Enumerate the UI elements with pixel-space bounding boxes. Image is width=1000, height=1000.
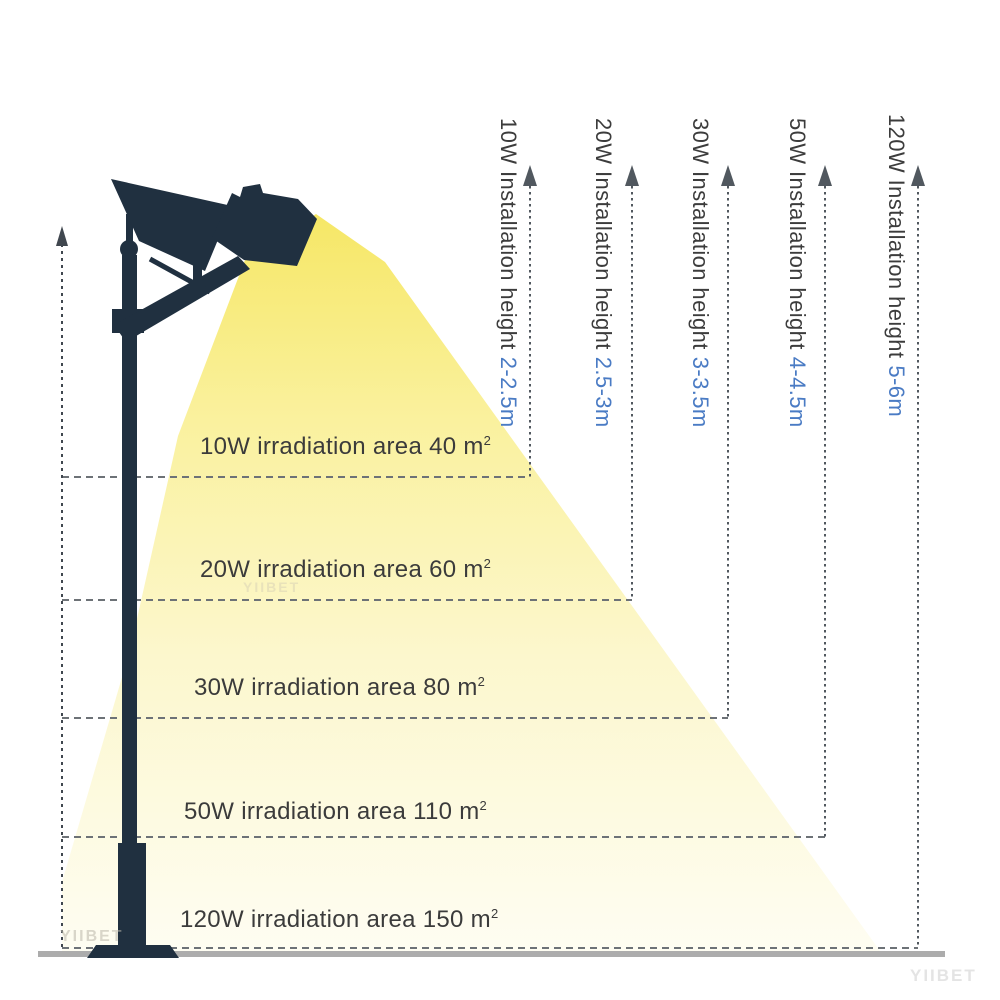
bracket-arm <box>114 256 250 342</box>
pole-height-arrow-icon <box>56 226 68 948</box>
street-light <box>87 179 317 958</box>
irradiation-area-label-30w: 30W irradiation area 80 m2 <box>194 674 485 702</box>
watermark-bottom-right: YIIBET <box>910 966 977 985</box>
installation-height-text: 10W Installation height <box>496 118 521 350</box>
installation-height-range: 2.5-3m <box>591 356 616 428</box>
installation-height-label-120w: 120W Installation height 5-6m <box>883 114 909 417</box>
pole <box>122 255 137 848</box>
height-arrow-120w-icon <box>911 165 925 948</box>
height-arrow-20w-icon <box>625 165 639 600</box>
height-arrow-10w-icon <box>523 165 537 477</box>
height-arrow-50w-icon <box>818 165 832 837</box>
installation-height-text: 30W Installation height <box>688 118 713 350</box>
installation-height-label-10w: 10W Installation height 2-2.5m <box>495 118 521 428</box>
panel-rod <box>126 214 133 251</box>
height-arrow-30w-icon <box>721 165 735 718</box>
installation-height-text: 50W Installation height <box>785 118 810 350</box>
installation-height-range: 5-6m <box>884 365 909 418</box>
squared-superscript: 2 <box>483 433 492 448</box>
irradiation-area-text: 10W irradiation area 40 m <box>200 433 484 460</box>
ground-line <box>38 951 945 957</box>
installation-height-label-50w: 50W Installation height 4-4.5m <box>784 118 810 428</box>
squared-superscript: 2 <box>490 906 499 921</box>
watermark-middle: YIIBET <box>243 579 301 595</box>
installation-height-label-20w: 20W Installation height 2.5-3m <box>590 118 616 428</box>
installation-height-range: 3-3.5m <box>688 356 713 428</box>
irradiation-area-text: 50W irradiation area 110 m <box>184 798 480 825</box>
squared-superscript: 2 <box>477 674 486 689</box>
lamp-head <box>212 184 317 266</box>
installation-height-range: 2-2.5m <box>496 356 521 428</box>
installation-height-label-30w: 30W Installation height 3-3.5m <box>687 118 713 428</box>
irradiation-area-label-50w: 50W irradiation area 110 m2 <box>184 798 487 826</box>
installation-height-text: 20W Installation height <box>591 118 616 350</box>
light-cone <box>62 214 880 951</box>
irradiation-area-text: 20W irradiation area 60 m <box>200 556 484 583</box>
solar-panel <box>111 179 232 271</box>
squared-superscript: 2 <box>479 798 488 813</box>
lamp-post-link <box>193 250 202 294</box>
irradiation-area-text: 30W irradiation area 80 m <box>194 674 478 701</box>
installation-height-text: 120W Installation height <box>884 114 909 359</box>
installation-height-range: 4-4.5m <box>785 356 810 428</box>
irradiation-area-label-20w: 20W irradiation area 60 m2 <box>200 556 491 584</box>
squared-superscript: 2 <box>483 556 492 571</box>
irradiation-area-label-120w: 120W irradiation area 150 m2 <box>180 906 498 934</box>
irradiation-area-label-10w: 10W irradiation area 40 m2 <box>200 433 491 461</box>
irradiation-area-text: 120W irradiation area 150 m <box>180 906 491 933</box>
pole-lower-section <box>118 843 146 949</box>
watermark-bottom-left: YIIBET <box>60 928 124 945</box>
pole-base <box>87 945 179 958</box>
